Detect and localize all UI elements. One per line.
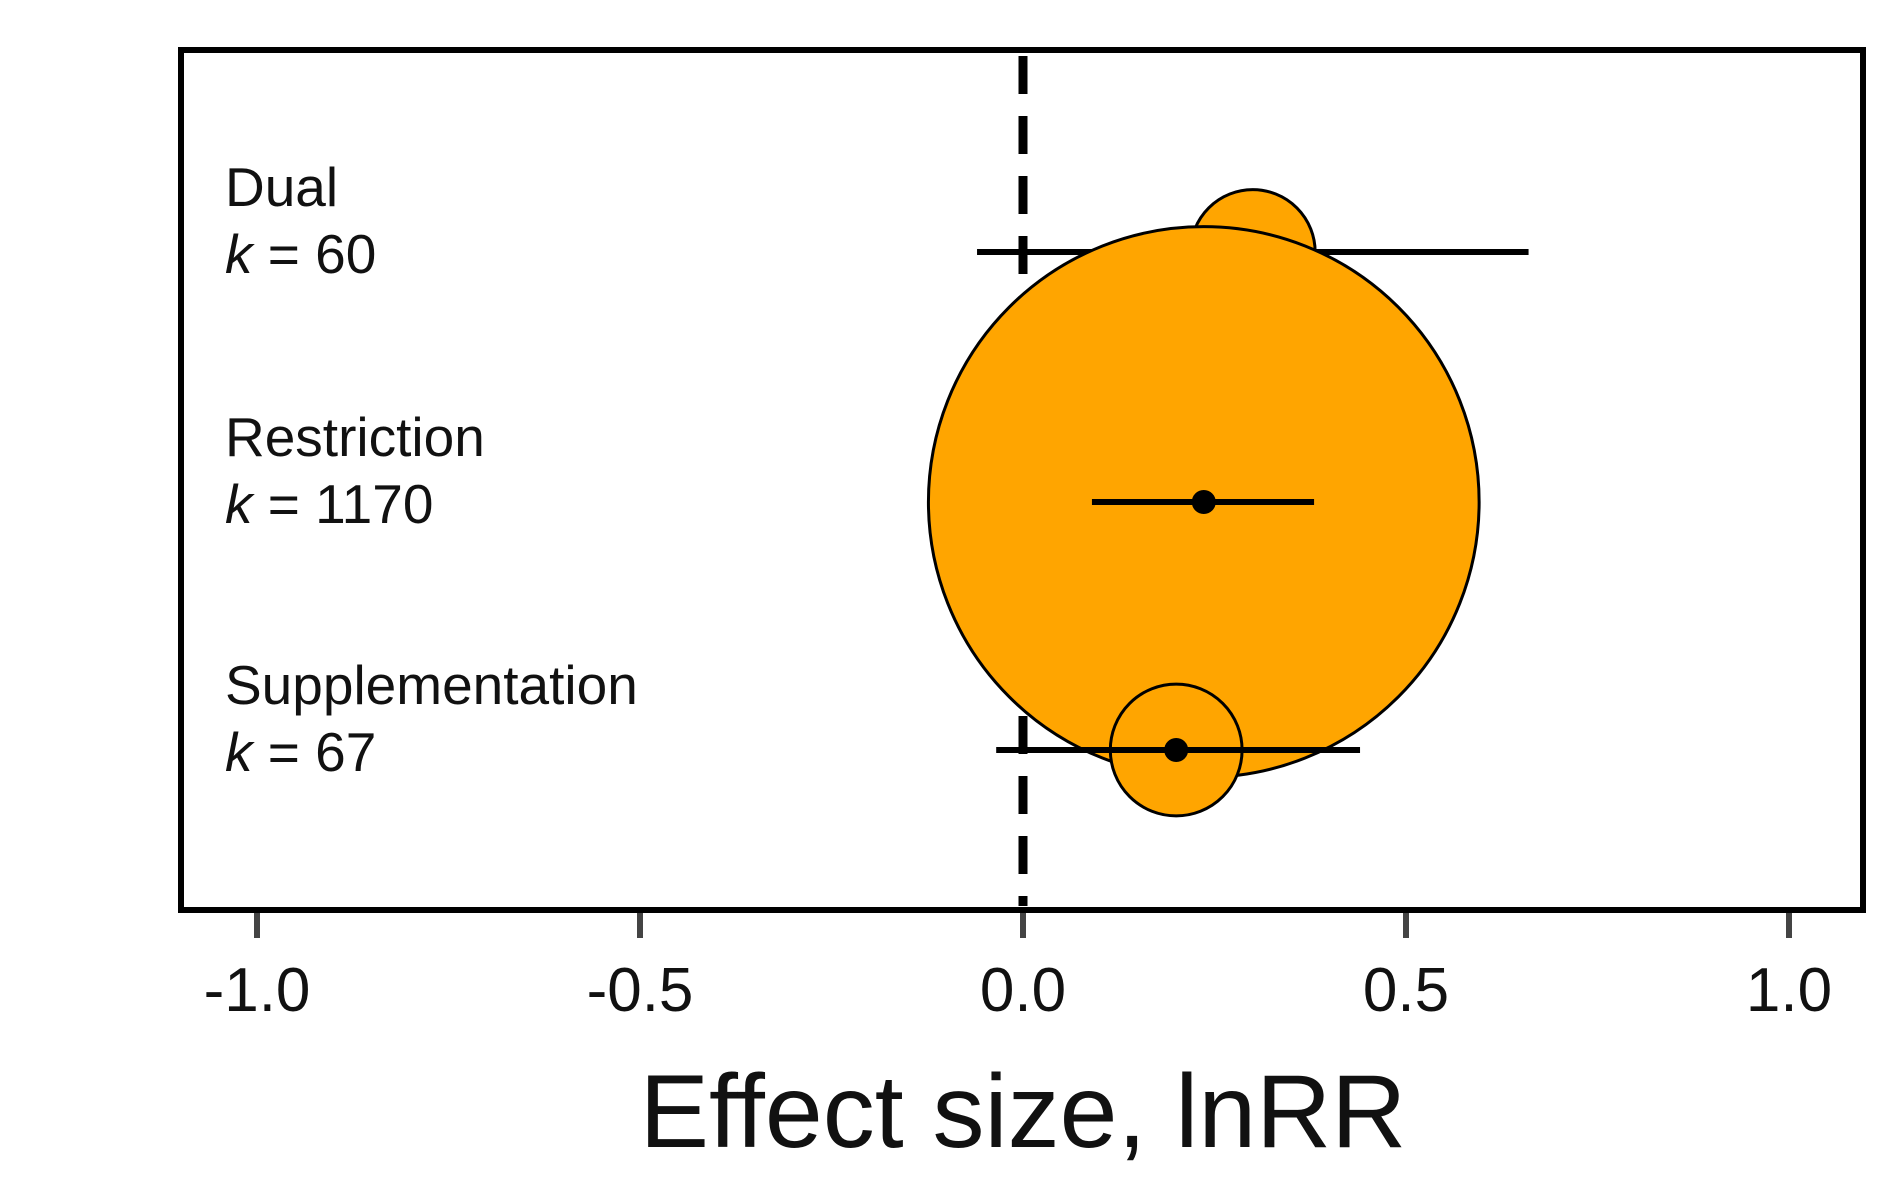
- row-name-label: Supplementation: [225, 654, 638, 716]
- k-symbol: k: [225, 473, 255, 535]
- k-value: = 67: [253, 721, 377, 783]
- row-k-label: k = 60: [225, 223, 376, 285]
- x-tick-label: 0.0: [980, 956, 1066, 1025]
- k-value: = 1170: [253, 473, 434, 535]
- k-symbol: k: [225, 721, 255, 783]
- x-axis-title: Effect size, lnRR: [640, 1054, 1407, 1170]
- row-k-label: k = 1170: [225, 473, 433, 535]
- row-name-label: Restriction: [225, 406, 485, 468]
- plot-frame: [178, 47, 1866, 913]
- x-tick-label: 0.5: [1363, 956, 1449, 1025]
- point-estimate-dot: [1164, 738, 1189, 762]
- row-k-label: k = 67: [225, 721, 376, 783]
- x-tick-label: -1.0: [204, 956, 311, 1025]
- x-tick-label: -0.5: [587, 956, 694, 1025]
- k-symbol: k: [225, 223, 255, 285]
- row-name-label: Dual: [225, 156, 338, 218]
- x-tick-label: 1.0: [1746, 956, 1832, 1025]
- k-value: = 60: [253, 223, 377, 285]
- x-axis: -1.0 -0.5 0.0 0.5 1.0: [204, 913, 1832, 1025]
- point-estimate-dot: [1191, 490, 1216, 514]
